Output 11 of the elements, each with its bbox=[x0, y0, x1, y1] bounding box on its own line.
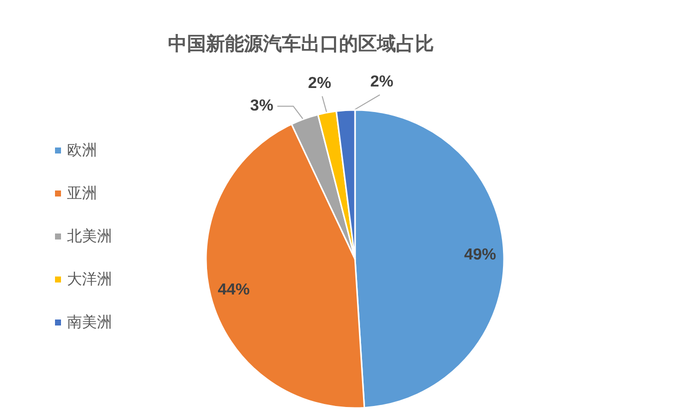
legend-label: 亚洲 bbox=[67, 185, 97, 202]
data-label: 49% bbox=[464, 246, 496, 264]
legend-label: 北美洲 bbox=[67, 228, 112, 245]
data-label: 2% bbox=[370, 74, 394, 91]
legend-label: 大洋洲 bbox=[67, 271, 112, 288]
data-label: 3% bbox=[250, 98, 274, 115]
chart-title: 中国新能源汽车出口的区域占比 bbox=[168, 33, 434, 55]
data-label: 44% bbox=[218, 282, 250, 299]
legend-label: 南美洲 bbox=[67, 314, 112, 331]
data-label: 2% bbox=[308, 75, 332, 92]
legend-label: 欧洲 bbox=[67, 142, 97, 159]
